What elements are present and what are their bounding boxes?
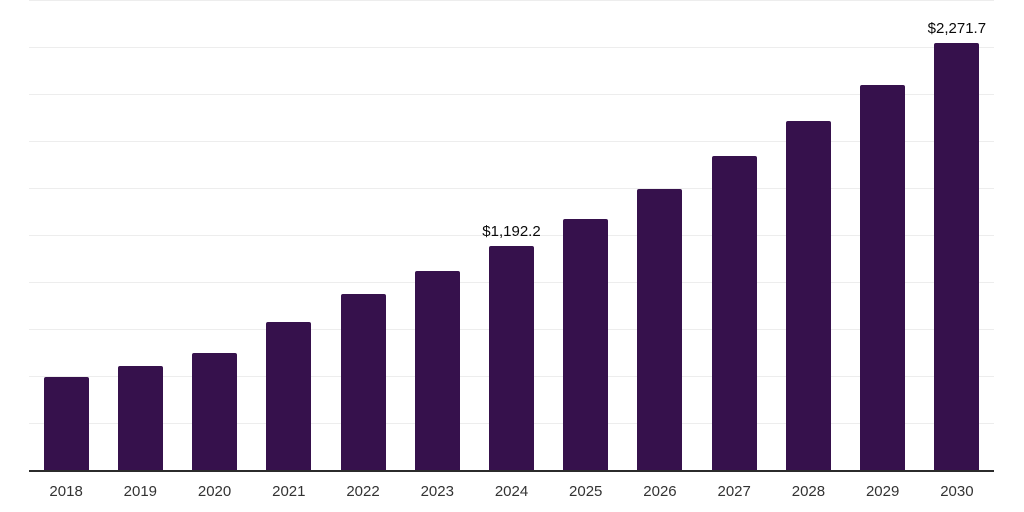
gridline <box>29 235 994 236</box>
bar-2028 <box>785 121 831 470</box>
x-axis-labels: 2018 2019 2020 2021 2022 2023 2024 2025 2026 2027… <box>29 484 994 506</box>
bar-2026 <box>637 189 683 470</box>
gridline <box>29 94 994 95</box>
bar-2019 <box>117 366 163 470</box>
bar-2027 <box>711 156 757 470</box>
gridline <box>29 47 994 48</box>
x-tick-2023: 2023 <box>420 483 454 500</box>
x-tick-2022: 2022 <box>346 483 380 500</box>
x-tick-2020: 2020 <box>197 483 232 500</box>
x-tick-2024: 2024 <box>494 483 529 500</box>
bar-2024 <box>489 245 534 470</box>
x-tick-2025: 2025 <box>569 483 603 500</box>
x-axis-line <box>29 470 994 472</box>
gridline <box>29 0 994 1</box>
bar-2030 <box>934 42 980 470</box>
bar-2018 <box>43 376 89 470</box>
gridline <box>29 188 994 189</box>
bar-2022 <box>340 294 386 470</box>
x-tick-2030: 2030 <box>940 483 974 500</box>
x-tick-2021: 2021 <box>272 483 306 500</box>
bar-2029 <box>860 84 906 470</box>
bar-2021 <box>266 322 312 470</box>
bar-2020 <box>192 353 238 470</box>
data-label-2030: $2,271.7 <box>927 19 987 37</box>
gridline <box>29 141 994 142</box>
x-tick-2018: 2018 <box>49 483 83 500</box>
bar-2025 <box>563 219 609 470</box>
x-tick-2026: 2026 <box>643 483 677 500</box>
x-tick-2019: 2019 <box>123 483 158 500</box>
x-tick-2027: 2027 <box>717 483 751 500</box>
data-label-2024: $1,192.2 <box>482 222 541 240</box>
plot-area: $1,192.2 $2,271.7 <box>29 0 994 472</box>
x-tick-2029: 2029 <box>865 483 900 500</box>
bar-2023 <box>414 270 460 470</box>
x-tick-2028: 2028 <box>791 483 826 500</box>
